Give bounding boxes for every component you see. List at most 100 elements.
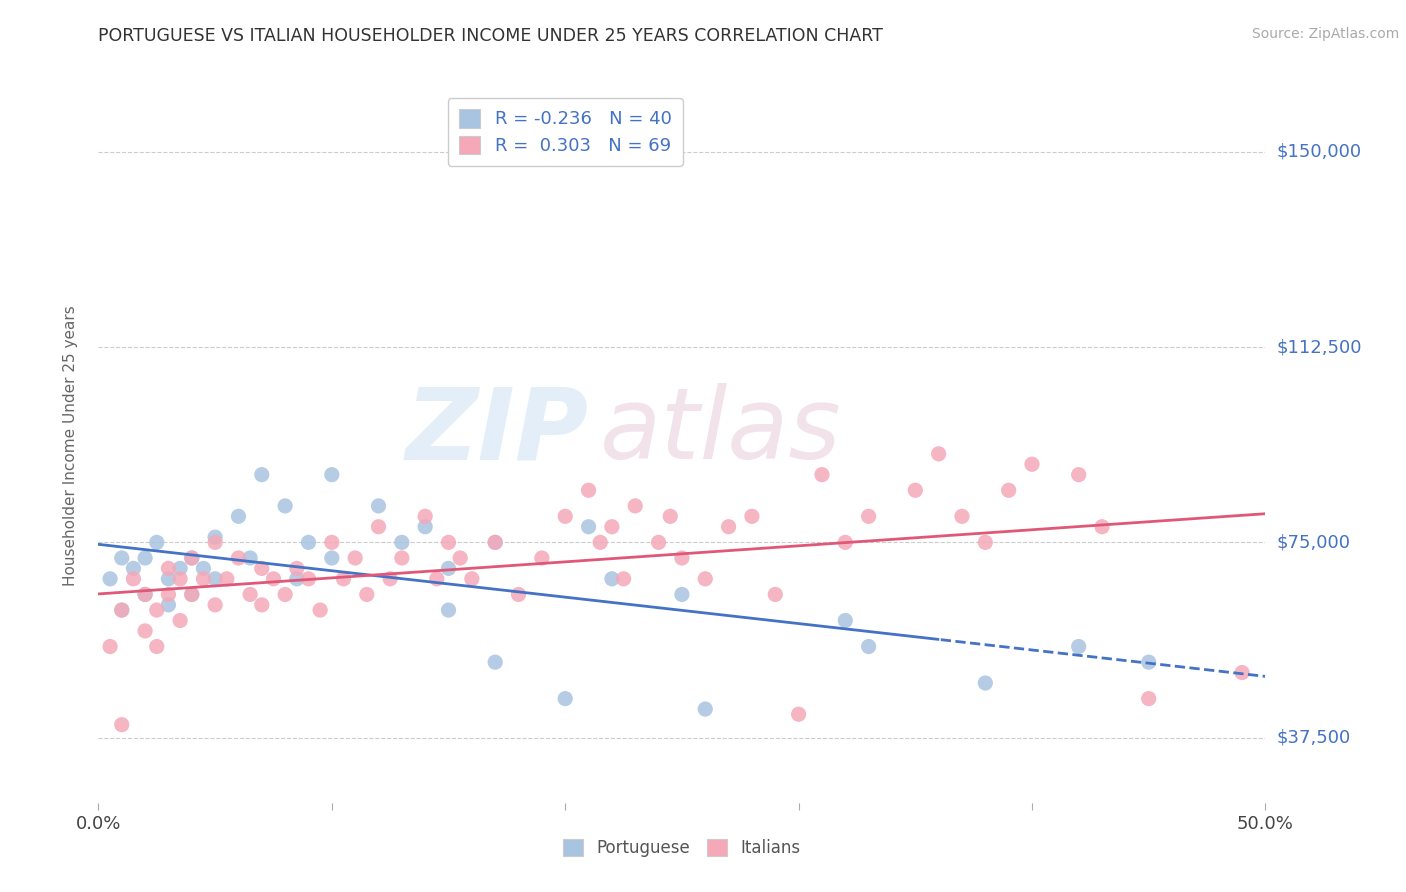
Point (1137, 655, 1160, 669)
Point (134, 551, 156, 566)
Point (554, 509, 576, 524)
Point (659, 509, 682, 524)
Point (146, 535, 169, 549)
Point (437, 603, 460, 617)
Point (204, 598, 226, 612)
Point (1230, 665, 1253, 680)
Point (624, 499, 647, 513)
Point (250, 598, 273, 612)
Point (997, 483, 1019, 498)
Point (98, 640, 121, 654)
Point (600, 572, 623, 586)
Point (146, 640, 169, 654)
Point (437, 561, 460, 575)
Point (309, 603, 332, 617)
Text: Source: ZipAtlas.com: Source: ZipAtlas.com (1251, 27, 1399, 41)
Point (250, 467, 273, 482)
Point (344, 551, 367, 566)
Point (134, 587, 156, 601)
Point (122, 561, 145, 575)
Point (356, 587, 378, 601)
Point (169, 572, 191, 586)
Point (1137, 691, 1160, 706)
Point (321, 535, 343, 549)
Point (834, 614, 856, 628)
Point (578, 483, 600, 498)
Point (600, 520, 623, 534)
Point (484, 535, 506, 549)
Point (157, 572, 180, 586)
Text: atlas: atlas (600, 384, 842, 480)
Text: $37,500: $37,500 (1277, 729, 1351, 747)
Point (285, 561, 308, 575)
Point (484, 535, 506, 549)
Point (321, 467, 343, 482)
Point (578, 520, 600, 534)
Point (193, 572, 215, 586)
Point (671, 551, 693, 566)
Y-axis label: Householder Income Under 25 years: Householder Income Under 25 years (63, 306, 77, 586)
Legend: Portuguese, Italians: Portuguese, Italians (555, 831, 808, 866)
Point (391, 535, 413, 549)
Point (274, 499, 297, 513)
Point (262, 572, 284, 586)
Point (215, 572, 238, 586)
Point (321, 551, 343, 566)
Point (180, 587, 202, 601)
Point (413, 520, 436, 534)
Point (111, 603, 134, 617)
Point (180, 551, 202, 566)
Point (111, 551, 134, 566)
Point (297, 572, 319, 586)
Point (180, 587, 202, 601)
Point (204, 572, 226, 586)
Point (297, 535, 319, 549)
Point (437, 535, 460, 549)
Point (228, 509, 250, 524)
Point (530, 551, 553, 566)
Point (589, 535, 612, 549)
Point (695, 572, 717, 586)
Point (612, 572, 634, 586)
Text: ZIP: ZIP (405, 384, 589, 480)
Text: $75,000: $75,000 (1277, 533, 1351, 551)
Point (508, 587, 530, 601)
Point (111, 717, 134, 731)
Point (157, 587, 180, 601)
Text: $150,000: $150,000 (1277, 143, 1361, 161)
Point (974, 676, 997, 690)
Point (1021, 457, 1043, 471)
Point (950, 509, 973, 524)
Point (239, 587, 262, 601)
Point (426, 572, 449, 586)
Point (204, 530, 226, 544)
Point (763, 587, 786, 601)
Point (858, 509, 880, 524)
Point (367, 520, 389, 534)
Point (378, 572, 402, 586)
Point (1091, 520, 1114, 534)
Point (367, 499, 389, 513)
Point (484, 655, 506, 669)
Text: PORTUGUESE VS ITALIAN HOUSEHOLDER INCOME UNDER 25 YEARS CORRELATION CHART: PORTUGUESE VS ITALIAN HOUSEHOLDER INCOME… (98, 27, 883, 45)
Point (554, 691, 576, 706)
Point (717, 520, 740, 534)
Point (787, 707, 810, 722)
Point (461, 572, 484, 586)
Point (122, 572, 145, 586)
Point (741, 509, 763, 524)
Point (228, 551, 250, 566)
Point (285, 572, 308, 586)
Point (332, 572, 354, 586)
Point (449, 551, 471, 566)
Point (274, 587, 297, 601)
Point (169, 614, 191, 628)
Point (239, 551, 262, 566)
Point (695, 702, 717, 716)
Point (146, 603, 169, 617)
Point (134, 624, 156, 638)
Point (811, 467, 834, 482)
Point (647, 535, 669, 549)
Point (157, 561, 180, 575)
Point (193, 561, 215, 575)
